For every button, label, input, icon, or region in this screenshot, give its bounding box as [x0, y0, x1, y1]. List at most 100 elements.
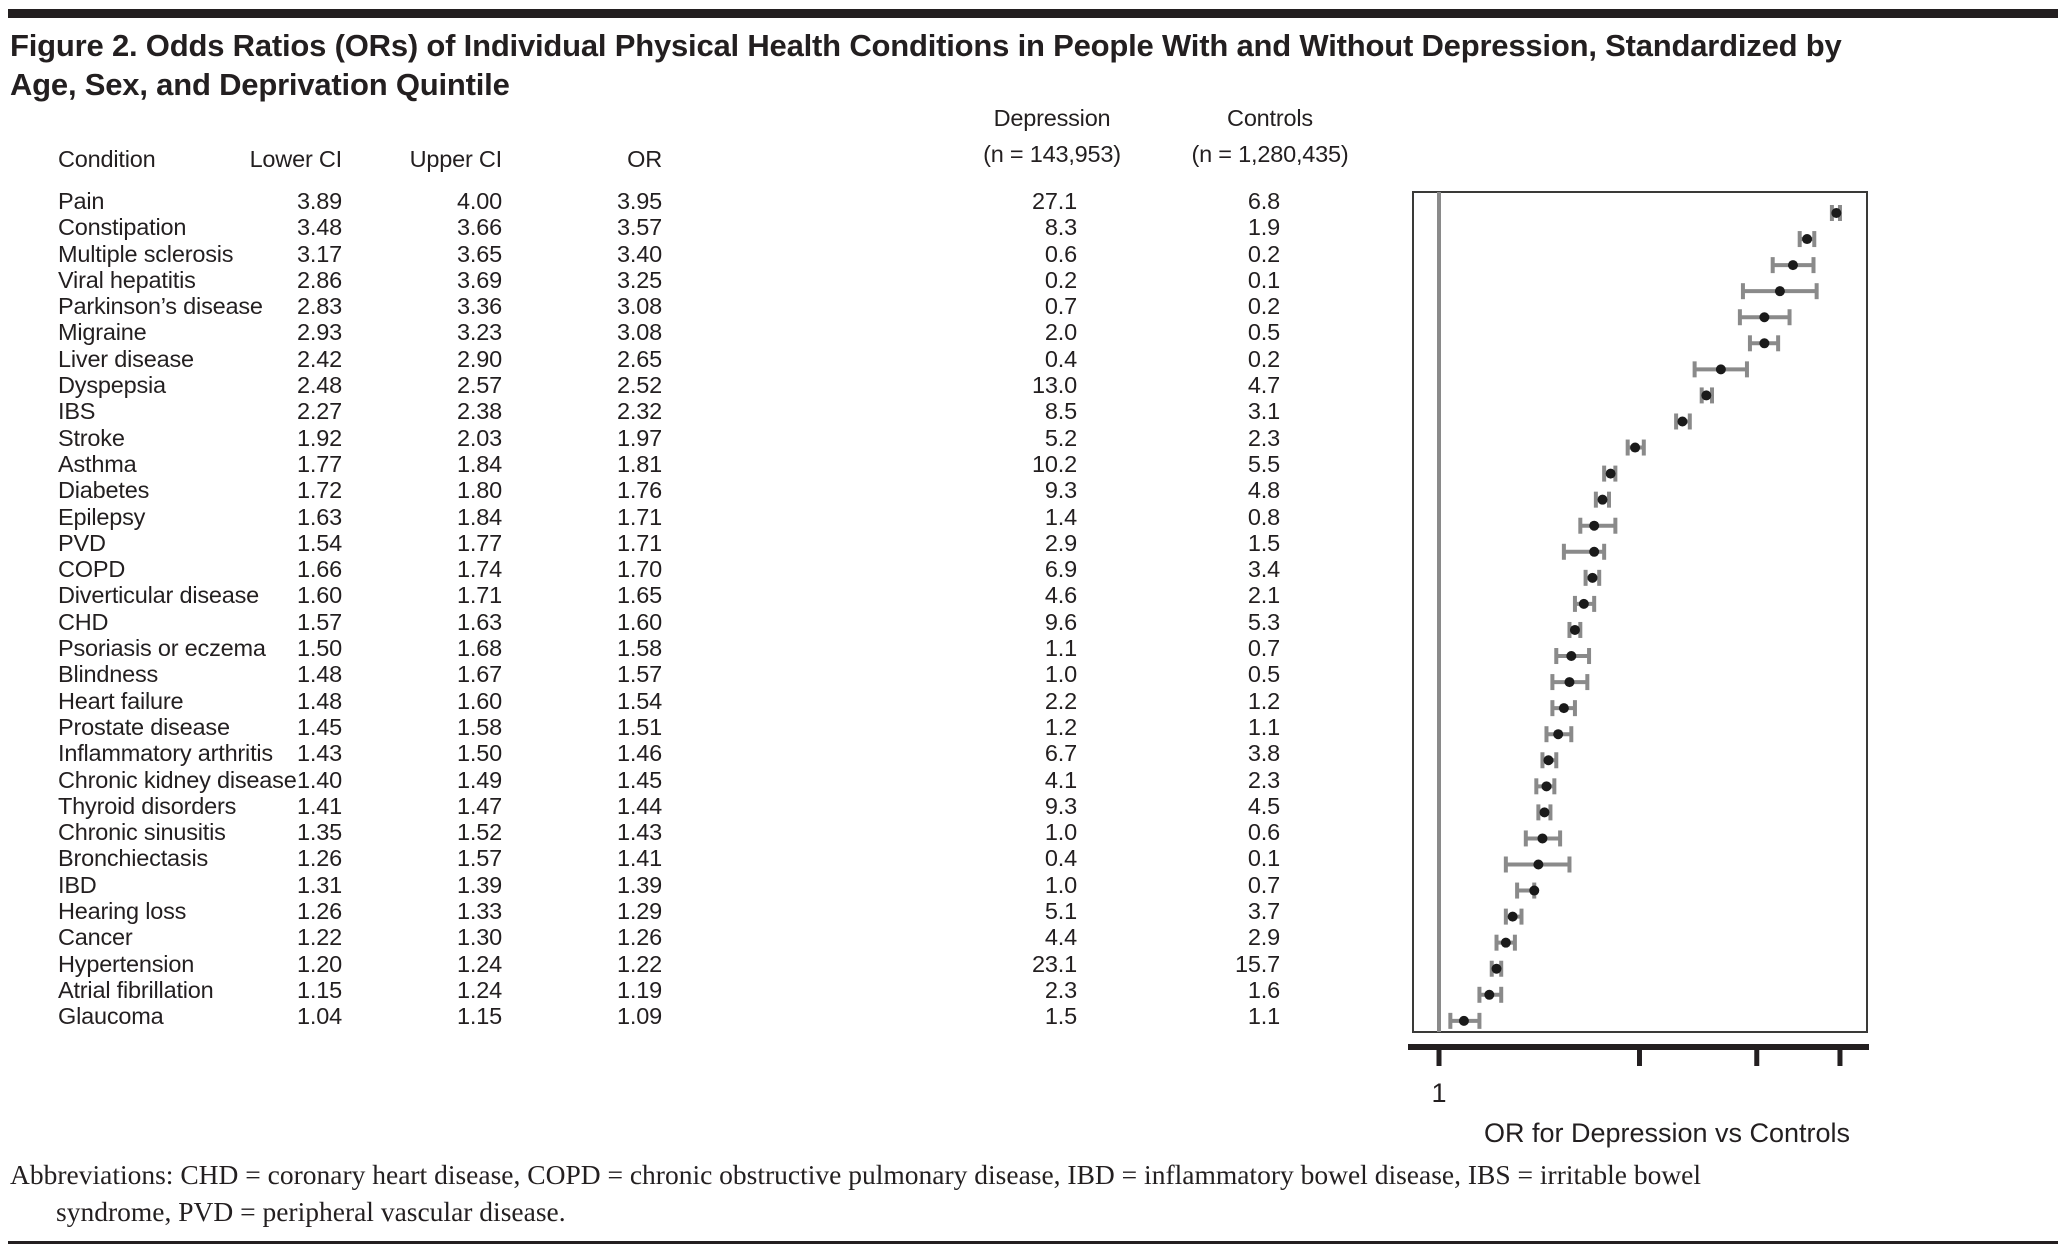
table-row: Inflammatory arthritis 1.43 1.50 1.46 6.7 3.8 — [58, 740, 1298, 766]
table-row: Heart failure 1.48 1.60 1.54 2.2 1.2 — [58, 688, 1298, 714]
upper-ci-cell: 1.80 — [457, 477, 502, 504]
controls-column-header: Controls — [1227, 105, 1313, 131]
controls-pct-cell: 4.7 — [1247, 372, 1280, 399]
condition-cell: Diabetes — [58, 477, 150, 504]
controls-pct-cell: 0.2 — [1247, 345, 1280, 372]
controls-pct-cell: 2.9 — [1247, 924, 1280, 951]
condition-cell: IBS — [58, 398, 96, 425]
forest-point — [1674, 413, 1692, 430]
condition-cell: Epilepsy — [58, 503, 146, 530]
upper-ci-cell: 1.52 — [457, 819, 502, 846]
top-rule — [8, 9, 2058, 18]
table-row: Constipation 3.48 3.66 3.57 8.3 1.9 — [58, 214, 1298, 240]
forest-point — [1494, 934, 1517, 951]
depression-pct-cell: 9.6 — [1044, 608, 1077, 635]
condition-cell: Chronic kidney disease — [58, 766, 297, 793]
controls-pct-cell: 0.7 — [1247, 635, 1280, 662]
or-dot — [1491, 963, 1502, 974]
forest-point — [1567, 621, 1583, 638]
or-cell: 1.97 — [617, 424, 662, 451]
controls-pct-cell: 0.2 — [1247, 293, 1280, 320]
or-cell: 2.32 — [617, 398, 662, 425]
forest-point — [1737, 309, 1792, 326]
depression-pct-cell: 23.1 — [1032, 950, 1077, 977]
depression-pct-cell: 4.1 — [1044, 766, 1077, 793]
condition-cell: PVD — [58, 529, 106, 556]
upper-ci-cell: 2.03 — [457, 424, 502, 451]
or-cell: 1.22 — [617, 950, 662, 977]
condition-cell: Hearing loss — [58, 898, 187, 925]
table-row: Liver disease 2.42 2.90 2.65 0.4 0.2 — [58, 346, 1298, 372]
depression-pct-cell: 13.0 — [1032, 372, 1077, 399]
condition-cell: Stroke — [58, 424, 125, 451]
controls-pct-cell: 0.5 — [1247, 661, 1280, 688]
forest-point — [1515, 882, 1540, 899]
x-tick-label: 1 — [1431, 1078, 1446, 1108]
upper-ci-cell: 1.39 — [457, 871, 502, 898]
or-cell: 1.51 — [617, 713, 662, 740]
or-dot — [1564, 677, 1575, 688]
lower-ci-cell: 3.48 — [297, 214, 342, 241]
upper-ci-cell: 4.00 — [457, 188, 502, 214]
table-row: Asthma 1.77 1.84 1.81 10.2 5.5 — [58, 451, 1298, 477]
or-cell: 1.65 — [617, 582, 662, 609]
depression-pct-cell: 4.6 — [1044, 582, 1077, 609]
or-dot — [1533, 859, 1544, 870]
controls-pct-cell: 1.6 — [1247, 976, 1280, 1003]
controls-pct-cell: 0.8 — [1247, 503, 1280, 530]
upper-ci-cell: 3.36 — [457, 293, 502, 320]
or-dot — [1605, 468, 1616, 479]
or-dot — [1715, 364, 1726, 375]
depression-pct-cell: 1.0 — [1044, 661, 1077, 688]
or-cell: 3.57 — [617, 214, 662, 241]
depression-pct-cell: 6.9 — [1044, 556, 1077, 583]
controls-pct-cell: 1.1 — [1247, 1003, 1280, 1030]
controls-pct-cell: 5.5 — [1247, 450, 1280, 477]
table-row: Atrial fibrillation 1.15 1.24 1.19 2.3 1.6 — [58, 977, 1298, 1003]
depression-n-header: (n = 143,953) — [983, 141, 1121, 167]
table-row: CHD 1.57 1.63 1.60 9.6 5.3 — [58, 609, 1298, 635]
or-cell: 1.39 — [617, 871, 662, 898]
lower-ci-cell: 1.45 — [297, 713, 342, 740]
controls-pct-cell: 4.8 — [1247, 477, 1280, 504]
or-cell: 1.71 — [617, 529, 662, 556]
condition-cell: CHD — [58, 608, 109, 635]
condition-cell: Parkinson’s disease — [58, 293, 263, 320]
condition-cell: Thyroid disorders — [58, 792, 237, 819]
figure-title: Figure 2. Odds Ratios (ORs) of Individua… — [10, 26, 1842, 104]
upper-ci-cell: 1.24 — [457, 976, 502, 1003]
table-row: Blindness 1.48 1.67 1.57 1.0 0.5 — [58, 661, 1298, 687]
or-cell: 3.95 — [617, 188, 662, 214]
condition-cell: Viral hepatitis — [58, 266, 196, 293]
or-cell: 1.45 — [617, 766, 662, 793]
depression-pct-cell: 8.3 — [1044, 214, 1077, 241]
depression-pct-cell: 1.0 — [1044, 871, 1077, 898]
condition-cell: Cancer — [58, 924, 133, 951]
figure-title-line1: Figure 2. Odds Ratios (ORs) of Individua… — [10, 28, 1842, 63]
or-dot — [1541, 781, 1552, 792]
upper-ci-cell: 1.57 — [457, 845, 502, 872]
table-rows: Pain 3.89 4.00 3.95 27.1 6.8 Constipation 3.48 3… — [58, 188, 1298, 1030]
upper-ci-cell: 3.65 — [457, 240, 502, 267]
controls-pct-cell: 5.3 — [1247, 608, 1280, 635]
lower-ci-cell: 1.26 — [297, 845, 342, 872]
condition-cell: Migraine — [58, 319, 147, 346]
condition-cell: Pain — [58, 188, 105, 214]
upper-ci-cell: 1.60 — [457, 687, 502, 714]
controls-pct-cell: 2.3 — [1247, 424, 1280, 451]
upper-ci-cell: 1.84 — [457, 450, 502, 477]
depression-pct-cell: 4.4 — [1044, 924, 1077, 951]
upper-ci-cell: 1.30 — [457, 924, 502, 951]
or-cell: 2.65 — [617, 345, 662, 372]
lower-ci-cell: 1.92 — [297, 424, 342, 451]
lower-ci-cell: 1.77 — [297, 450, 342, 477]
condition-cell: Inflammatory arthritis — [58, 740, 273, 767]
forest-point — [1692, 361, 1749, 378]
or-cell: 3.40 — [617, 240, 662, 267]
table-row: Diverticular disease 1.60 1.71 1.65 4.6 2.1 — [58, 582, 1298, 608]
lower-ci-column-header: Lower CI — [249, 146, 343, 172]
upper-ci-cell: 1.71 — [457, 582, 502, 609]
depression-pct-cell: 0.4 — [1044, 845, 1077, 872]
controls-pct-cell: 0.1 — [1247, 266, 1280, 293]
